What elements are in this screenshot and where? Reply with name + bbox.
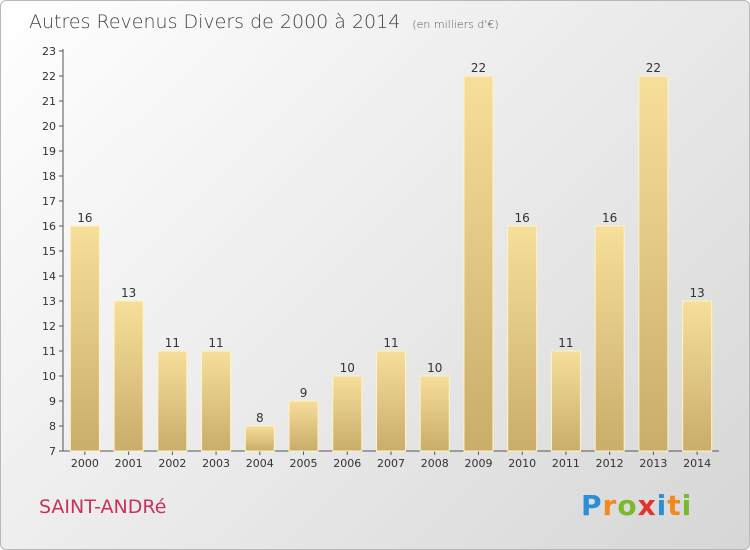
- y-tick-label: 15: [42, 245, 56, 258]
- data-label-2012: 16: [602, 211, 617, 225]
- data-label-2010: 16: [515, 211, 530, 225]
- bar-2005: [288, 400, 319, 452]
- bar-2010: [507, 225, 538, 452]
- logo-letter: i: [656, 489, 668, 522]
- y-tick-label: 21: [42, 95, 56, 108]
- logo-letter: o: [617, 489, 638, 522]
- bar-2004: [244, 425, 275, 452]
- x-tick-label-2009: 2009: [464, 457, 492, 470]
- bar-2006: [332, 375, 363, 452]
- bar-2013: [638, 75, 669, 452]
- logo-letter: P: [581, 489, 603, 522]
- y-tick-label: 20: [42, 120, 56, 133]
- x-tick-label-2011: 2011: [552, 457, 580, 470]
- y-tick-label: 13: [42, 295, 56, 308]
- y-tick-label: 23: [42, 45, 56, 58]
- x-tick-label-2001: 2001: [115, 457, 143, 470]
- chart-subtitle: (en milliers d'€): [412, 18, 499, 31]
- y-tick-label: 22: [42, 70, 56, 83]
- data-label-2000: 16: [77, 211, 92, 225]
- x-tick-label-2014: 2014: [683, 457, 711, 470]
- y-tick-label: 11: [42, 345, 56, 358]
- bar-2012: [594, 225, 625, 452]
- y-tick-label: 9: [49, 395, 56, 408]
- data-label-2001: 13: [121, 286, 136, 300]
- y-tick-label: 7: [49, 445, 56, 458]
- x-tick-label-2007: 2007: [377, 457, 405, 470]
- logo-letter: i: [681, 489, 693, 522]
- bar-2014: [682, 300, 713, 452]
- data-label-2014: 13: [689, 286, 704, 300]
- proxiti-logo: Proxiti: [581, 489, 692, 522]
- y-tick-label: 19: [42, 145, 56, 158]
- x-tick-label-2006: 2006: [333, 457, 361, 470]
- bar-2007: [376, 350, 406, 452]
- city-name: SAINT-ANDRé: [39, 496, 167, 518]
- data-label-2002: 11: [165, 336, 180, 350]
- chart-title-text: Autres Revenus Divers de 2000 à 2014: [29, 11, 401, 33]
- y-tick-label: 8: [49, 420, 56, 433]
- y-tick-label: 10: [42, 370, 56, 383]
- y-tick-label: 17: [42, 195, 56, 208]
- bar-2003: [201, 350, 232, 452]
- data-label-2007: 11: [383, 336, 398, 350]
- data-label-2009: 22: [471, 61, 486, 75]
- x-tick-label-2003: 2003: [202, 457, 230, 470]
- y-tick-label: 14: [42, 270, 56, 283]
- data-label-2006: 10: [340, 361, 355, 375]
- y-tick-label: 16: [42, 220, 56, 233]
- logo-letter: t: [667, 489, 682, 522]
- bar-2011: [550, 350, 581, 452]
- chart-bars: 16 13 11 11 8 9 10 11 10 22 16 11 16 22 13: [69, 61, 713, 452]
- data-label-2004: 8: [256, 411, 264, 425]
- bar-2000: [69, 225, 100, 452]
- x-tick-label-2000: 2000: [71, 457, 99, 470]
- logo-letter: r: [602, 489, 618, 522]
- y-tick-label: 18: [42, 170, 56, 183]
- bar-2001: [113, 300, 144, 452]
- logo-letter: x: [637, 489, 657, 522]
- x-tick-label-2008: 2008: [421, 457, 449, 470]
- chart-title: Autres Revenus Divers de 2000 à 2014 (en…: [29, 11, 499, 33]
- data-label-2005: 9: [300, 386, 308, 400]
- x-tick-label-2002: 2002: [158, 457, 186, 470]
- x-tick-label-2013: 2013: [639, 457, 667, 470]
- x-tick-label-2004: 2004: [246, 457, 274, 470]
- data-label-2013: 22: [646, 61, 661, 75]
- x-tick-label-2010: 2010: [508, 457, 536, 470]
- x-tick-label-2005: 2005: [290, 457, 318, 470]
- bar-2008: [419, 375, 450, 452]
- data-label-2011: 11: [558, 336, 573, 350]
- y-tick-label: 12: [42, 320, 56, 333]
- data-label-2008: 10: [427, 361, 442, 375]
- bar-2009: [463, 75, 494, 452]
- bar-2002: [157, 350, 188, 452]
- data-label-2003: 11: [208, 336, 223, 350]
- x-tick-label-2012: 2012: [596, 457, 624, 470]
